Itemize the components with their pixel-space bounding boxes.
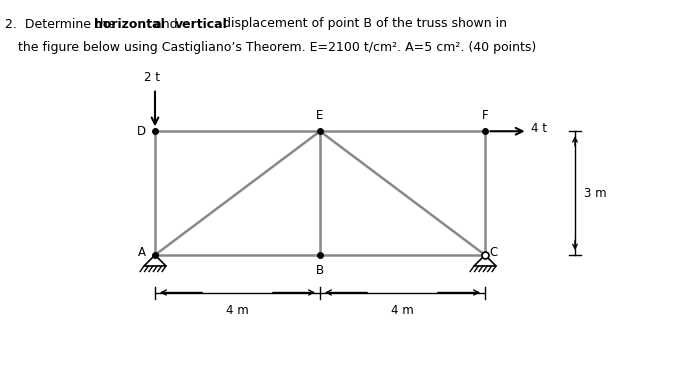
Text: 4 t: 4 t [531,122,547,135]
Text: 4 m: 4 m [226,304,249,316]
Text: D: D [137,125,146,138]
Text: 4 m: 4 m [391,304,414,316]
Text: the figure below using Castigliano’s Theorem. E=2100 t/cm². A=5 cm². (40 points): the figure below using Castigliano’s The… [18,41,536,54]
Text: 2.  Determine the: 2. Determine the [5,18,120,31]
Text: vertical: vertical [175,18,228,31]
Text: B: B [316,264,324,277]
Text: displacement of point B of the truss shown in: displacement of point B of the truss sho… [219,18,508,31]
Text: E: E [316,109,323,122]
Text: C: C [489,246,498,259]
Text: horizontal: horizontal [94,18,165,31]
Text: and: and [150,18,181,31]
Text: A: A [138,246,146,259]
Text: 2 t: 2 t [144,71,160,84]
Text: 3 m: 3 m [584,187,607,200]
Text: F: F [482,109,489,122]
